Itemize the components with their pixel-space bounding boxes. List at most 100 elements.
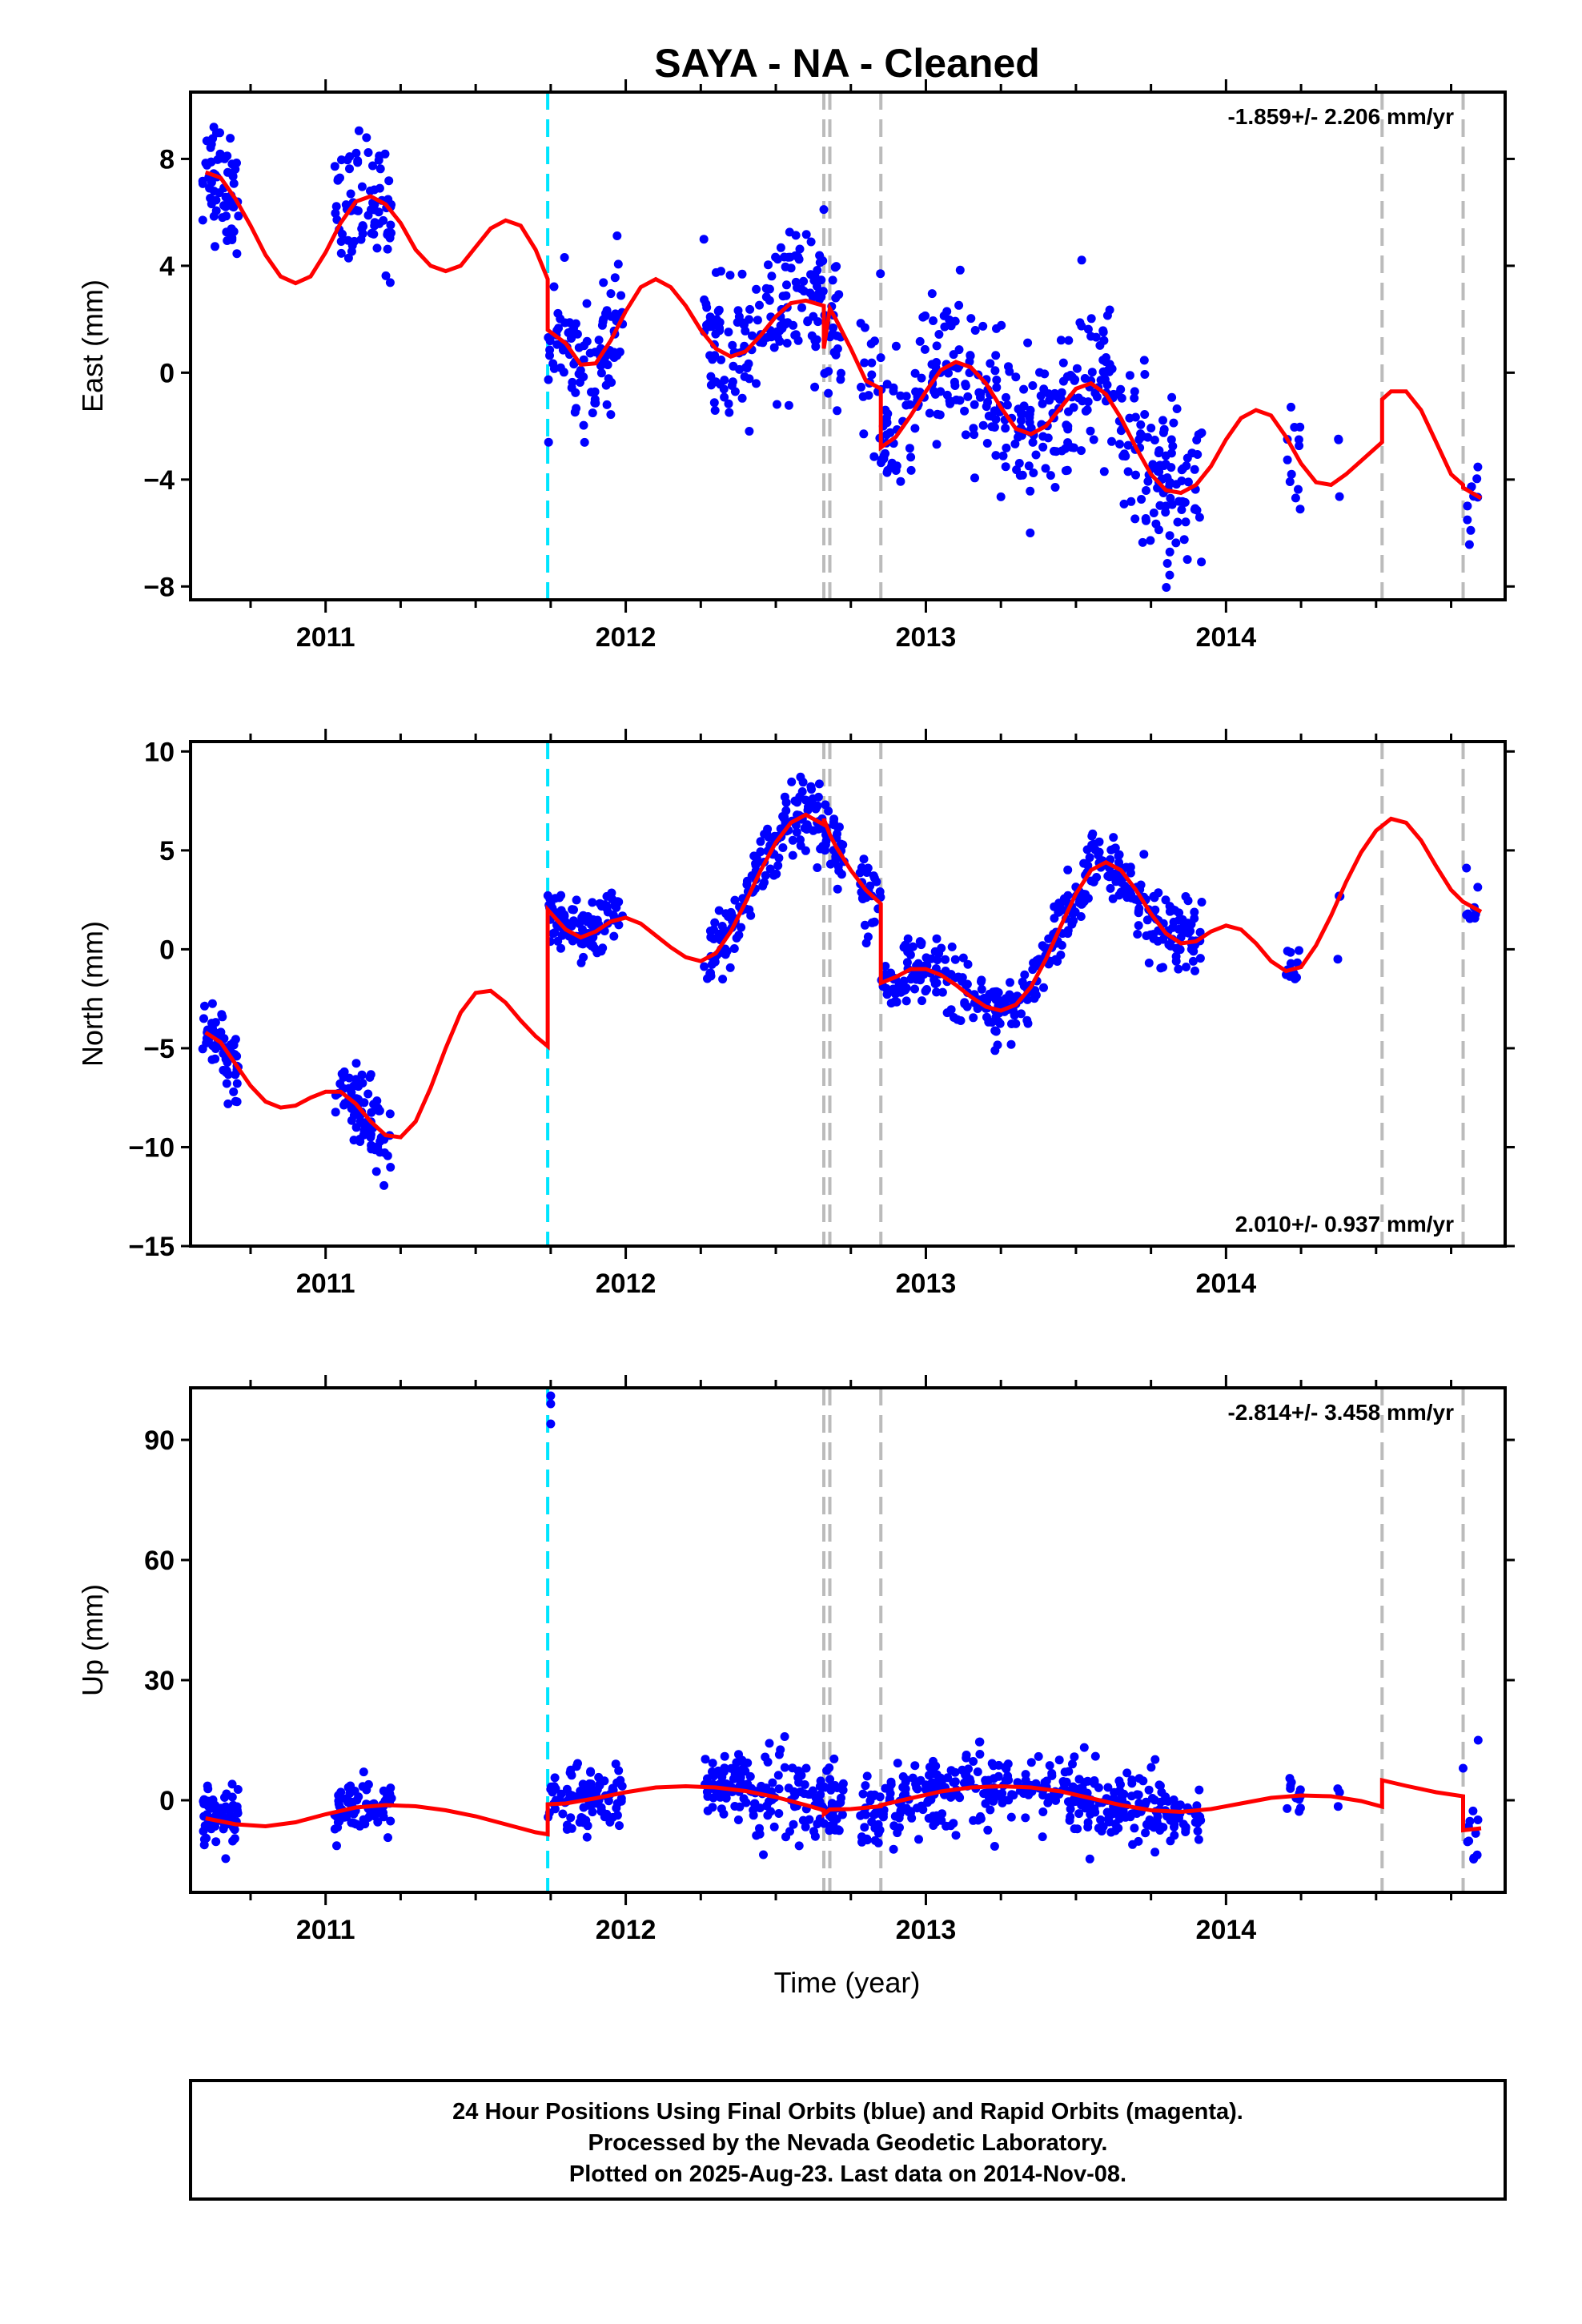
up-data-point — [1194, 1835, 1203, 1844]
up-data-point — [1127, 1791, 1136, 1801]
north-data-point — [937, 943, 946, 953]
north-data-point — [861, 893, 871, 903]
up-data-point — [546, 1419, 556, 1429]
up-data-point — [983, 1825, 993, 1835]
east-data-point — [706, 380, 716, 390]
up-data-point — [862, 1835, 872, 1845]
east-data-point — [333, 175, 343, 184]
north-data-point — [1473, 883, 1483, 892]
east-data-point — [940, 322, 950, 332]
up-data-point — [1146, 1763, 1156, 1772]
east-data-point — [1102, 311, 1112, 320]
up-data-point — [907, 1813, 917, 1823]
up-data-point — [708, 1767, 717, 1776]
up-data-point — [789, 1819, 798, 1829]
north-data-point — [881, 983, 891, 993]
east-data-point — [1062, 420, 1071, 430]
east-data-point — [1162, 583, 1171, 592]
east-data-point — [870, 336, 879, 346]
north-data-point — [814, 779, 824, 789]
north-data-point — [932, 934, 942, 943]
east-data-point — [1166, 448, 1176, 458]
north-data-point — [1039, 983, 1048, 992]
east-data-point — [1045, 396, 1054, 405]
up-data-point — [1459, 1763, 1468, 1773]
east-panel: −8 −4 0 4 8 2011 2012 2013 2014 East (mm) -1.85… — [76, 79, 1515, 653]
north-x-tick-label: 2012 — [596, 1269, 656, 1299]
east-data-point — [1083, 324, 1093, 334]
up-data-point — [943, 1773, 953, 1783]
north-data-point — [773, 861, 783, 870]
up-data-point — [1283, 1803, 1292, 1813]
north-data-point — [576, 958, 586, 967]
east-data-point — [1005, 367, 1014, 376]
north-data-point — [588, 940, 598, 950]
north-data-point — [375, 1148, 384, 1157]
east-data-point — [705, 322, 714, 332]
up-data-point — [1034, 1751, 1043, 1761]
east-data-point — [232, 249, 242, 259]
north-data-point — [1333, 955, 1343, 964]
east-data-point — [982, 439, 992, 448]
north-data-point — [229, 1087, 239, 1096]
east-x-tick-label: 2013 — [896, 622, 957, 653]
east-data-point — [920, 344, 930, 354]
east-data-point — [1010, 439, 1020, 448]
footer-line-1: 24 Hour Positions Using Final Orbits (bl… — [452, 2099, 1243, 2125]
up-data-point — [199, 1840, 209, 1850]
east-data-point — [1025, 412, 1034, 422]
east-data-point — [379, 215, 388, 225]
up-data-point — [1333, 1784, 1343, 1794]
up-x-tick-label: 2013 — [896, 1915, 957, 1945]
east-data-point — [336, 237, 346, 246]
east-y-ticks: −8 −4 0 4 8 — [143, 144, 1515, 602]
east-data-point — [1058, 376, 1068, 386]
up-data-point — [730, 1802, 740, 1811]
east-data-point — [1058, 358, 1068, 368]
east-data-point — [1123, 467, 1133, 476]
north-data-point — [602, 891, 612, 901]
east-data-point — [356, 235, 366, 244]
east-data-point — [576, 365, 585, 375]
up-data-point — [1473, 1815, 1483, 1824]
north-data-point — [977, 977, 986, 987]
north-data-point — [1182, 963, 1191, 971]
up-data-point — [1169, 1795, 1178, 1804]
up-data-point — [701, 1755, 710, 1764]
east-offset-lines — [546, 92, 1465, 600]
north-data-point — [1139, 850, 1149, 859]
east-data-point — [773, 400, 781, 409]
up-data-point — [801, 1763, 811, 1773]
north-data-point — [821, 846, 829, 855]
east-data-point — [833, 406, 842, 416]
up-data-point — [908, 1773, 917, 1783]
up-data-point — [780, 1732, 789, 1741]
east-data-point — [867, 370, 877, 380]
up-data-point — [1106, 1827, 1116, 1837]
up-data-point — [582, 1832, 592, 1842]
east-data-point — [229, 179, 239, 188]
east-data-point — [724, 399, 733, 408]
north-data-point — [1188, 956, 1198, 966]
east-data-point — [560, 318, 570, 328]
north-data-point — [821, 836, 831, 846]
east-data-point — [767, 332, 776, 342]
east-data-point — [1150, 436, 1159, 444]
east-data-point — [795, 244, 805, 254]
east-data-point — [889, 386, 898, 396]
east-data-point — [1177, 505, 1186, 514]
east-data-point — [599, 278, 608, 287]
up-data-point — [608, 1783, 617, 1793]
north-data-point — [217, 1010, 227, 1019]
up-data-point — [373, 1807, 383, 1816]
north-data-point — [714, 906, 724, 915]
east-data-point — [545, 336, 555, 346]
north-data-point — [351, 1075, 360, 1084]
up-data-point — [334, 1796, 343, 1806]
east-data-point — [950, 316, 960, 326]
north-data-point — [331, 1108, 340, 1117]
east-data-point — [813, 317, 823, 327]
up-data-point — [989, 1761, 998, 1771]
east-data-point — [724, 328, 733, 337]
north-data-point — [932, 987, 942, 997]
